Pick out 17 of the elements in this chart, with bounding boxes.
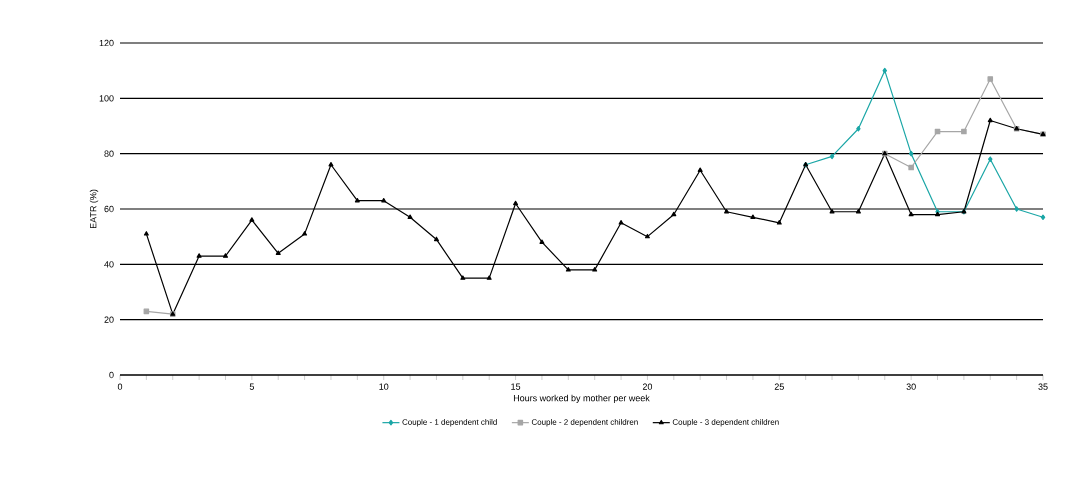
x-tick-label: 25	[774, 383, 784, 390]
x-tick-label: 5	[249, 383, 254, 390]
x-tick-label: 0	[117, 383, 123, 390]
x-tick-label: 10	[379, 383, 389, 390]
y-tick-label: 120	[99, 39, 114, 47]
x-tick-label: 35	[1038, 383, 1048, 390]
x-axis-title: Hours worked by mother per week	[513, 394, 650, 404]
y-tick-label: 20	[104, 316, 114, 323]
y-tick-label: 40	[104, 261, 114, 268]
x-tick-label: 20	[642, 383, 653, 390]
y-tick-label: 60	[104, 205, 114, 213]
x-tick-label: 30	[906, 383, 916, 390]
y-tick-label: 0	[109, 371, 114, 379]
y-tick-label: 80	[104, 150, 114, 157]
x-tick-label: 15	[511, 383, 521, 390]
y-tick-label: 100	[99, 95, 114, 102]
y-axis-title: EATR (%)	[89, 189, 99, 229]
